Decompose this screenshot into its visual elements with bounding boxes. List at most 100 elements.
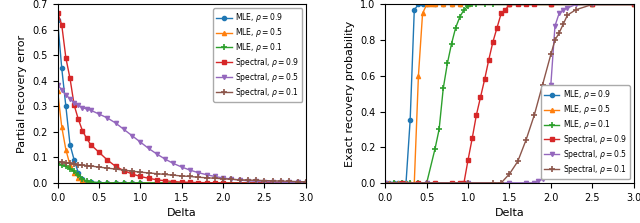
Spectral, $\rho = 0.9$	[136, 175, 144, 178]
Spectral, $\rho = 0.5$	[58, 89, 65, 91]
Spectral, $\rho = 0.1$	[112, 168, 120, 170]
MLE, $\rho = 0.5$	[260, 182, 268, 184]
Spectral, $\rho = 0.5$	[170, 162, 177, 165]
Spectral, $\rho = 0.1$	[161, 173, 169, 176]
Spectral, $\rho = 0.5$	[79, 106, 86, 109]
Spectral, $\rho = 0.9$	[493, 26, 501, 29]
Spectral, $\rho = 0.5$	[531, 182, 538, 184]
Spectral, $\rho = 0.1$	[136, 171, 144, 173]
Spectral, $\rho = 0.9$	[477, 96, 484, 99]
MLE, $\rho = 0.5$	[448, 3, 456, 6]
Spectral, $\rho = 0.9$	[531, 3, 538, 6]
MLE, $\rho = 0.9$	[398, 182, 406, 184]
Spectral, $\rho = 0.5$	[551, 25, 559, 27]
Spectral, $\rho = 0.9$	[588, 3, 596, 6]
Spectral, $\rho = 0.1$	[244, 179, 252, 181]
MLE, $\rho = 0.9$	[70, 159, 78, 161]
Spectral, $\rho = 0.9$	[66, 77, 74, 80]
MLE, $\rho = 0.1$	[381, 182, 389, 184]
Spectral, $\rho = 0.9$	[381, 182, 389, 184]
MLE, $\rho = 0.9$	[87, 181, 95, 184]
Spectral, $\rho = 0.5$	[95, 113, 103, 115]
Spectral, $\rho = 0.9$	[220, 182, 227, 184]
Line: MLE, $\rho = 0.9$: MLE, $\rho = 0.9$	[383, 2, 636, 185]
MLE, $\rho = 0.1$	[83, 180, 90, 182]
Spectral, $\rho = 0.9$	[120, 169, 127, 172]
X-axis label: Delta: Delta	[495, 208, 524, 218]
Spectral, $\rho = 0.5$	[556, 12, 563, 15]
MLE, $\rho = 0.9$	[630, 3, 637, 6]
Y-axis label: Exact recovery probability: Exact recovery probability	[345, 21, 355, 167]
Line: Spectral, $\rho = 0.1$: Spectral, $\rho = 0.1$	[55, 159, 308, 185]
MLE, $\rho = 0.9$	[58, 67, 65, 70]
MLE, $\rho = 0.1$	[435, 128, 443, 131]
MLE, $\rho = 0.1$	[153, 182, 161, 184]
MLE, $\rho = 0.1$	[260, 182, 268, 184]
MLE, $\rho = 0.9$	[423, 3, 431, 6]
Spectral, $\rho = 0.9$	[74, 118, 82, 120]
Spectral, $\rho = 0.9$	[178, 181, 186, 184]
Spectral, $\rho = 0.1$	[58, 161, 65, 164]
MLE, $\rho = 0.9$	[415, 3, 422, 6]
Spectral, $\rho = 0.5$	[464, 182, 472, 184]
MLE, $\rho = 0.5$	[402, 182, 410, 184]
Spectral, $\rho = 0.5$	[195, 171, 202, 174]
MLE, $\rho = 0.1$	[406, 182, 414, 184]
Spectral, $\rho = 0.1$	[87, 165, 95, 167]
Spectral, $\rho = 0.1$	[381, 182, 389, 184]
MLE, $\rho = 0.5$	[70, 171, 78, 174]
MLE, $\rho = 0.9$	[153, 182, 161, 184]
MLE, $\rho = 0.9$	[302, 182, 310, 184]
MLE, $\rho = 0.9$	[547, 3, 555, 6]
Spectral, $\rho = 0.5$	[252, 180, 260, 183]
Spectral, $\rho = 0.9$	[186, 181, 194, 184]
Spectral, $\rho = 0.5$	[381, 182, 389, 184]
MLE, $\rho = 0.1$	[444, 62, 451, 65]
Spectral, $\rho = 0.1$	[423, 182, 431, 184]
Spectral, $\rho = 0.1$	[120, 169, 127, 171]
Line: MLE, $\rho = 0.5$: MLE, $\rho = 0.5$	[56, 89, 308, 185]
X-axis label: Delta: Delta	[167, 208, 196, 218]
MLE, $\rho = 0.9$	[62, 105, 70, 108]
Spectral, $\rho = 0.5$	[564, 7, 572, 9]
MLE, $\rho = 0.1$	[547, 3, 555, 6]
Spectral, $\rho = 0.9$	[302, 182, 310, 184]
MLE, $\rho = 0.1$	[178, 182, 186, 184]
Spectral, $\rho = 0.1$	[70, 163, 78, 165]
Spectral, $\rho = 0.1$	[220, 178, 227, 180]
MLE, $\rho = 0.1$	[481, 3, 488, 6]
MLE, $\rho = 0.5$	[410, 182, 418, 184]
Spectral, $\rho = 0.1$	[260, 179, 268, 182]
Line: Spectral, $\rho = 0.9$: Spectral, $\rho = 0.9$	[56, 10, 308, 185]
Spectral, $\rho = 0.1$	[559, 23, 567, 25]
Spectral, $\rho = 0.9$	[547, 3, 555, 6]
MLE, $\rho = 0.1$	[468, 3, 476, 6]
Spectral, $\rho = 0.5$	[203, 173, 211, 176]
MLE, $\rho = 0.1$	[79, 178, 86, 180]
Spectral, $\rho = 0.1$	[228, 178, 236, 181]
MLE, $\rho = 0.1$	[95, 181, 103, 184]
MLE, $\rho = 0.1$	[472, 3, 480, 6]
Spectral, $\rho = 0.5$	[120, 128, 127, 131]
Line: MLE, $\rho = 0.1$: MLE, $\rho = 0.1$	[383, 2, 636, 186]
MLE, $\rho = 0.1$	[54, 161, 61, 164]
MLE, $\rho = 0.1$	[220, 182, 227, 184]
Spectral, $\rho = 0.1$	[178, 175, 186, 177]
Spectral, $\rho = 0.1$	[547, 53, 555, 56]
MLE, $\rho = 0.9$	[464, 3, 472, 6]
MLE, $\rho = 0.5$	[547, 3, 555, 6]
Spectral, $\rho = 0.1$	[294, 180, 301, 183]
MLE, $\rho = 0.1$	[302, 182, 310, 184]
MLE, $\rho = 0.1$	[423, 182, 431, 184]
Spectral, $\rho = 0.5$	[244, 180, 252, 182]
Spectral, $\rho = 0.5$	[294, 181, 301, 184]
Spectral, $\rho = 0.5$	[506, 182, 513, 184]
Spectral, $\rho = 0.5$	[87, 109, 95, 112]
MLE, $\rho = 0.9$	[506, 3, 513, 6]
Spectral, $\rho = 0.1$	[277, 180, 285, 182]
Spectral, $\rho = 0.1$	[66, 162, 74, 165]
Spectral, $\rho = 0.1$	[464, 182, 472, 184]
MLE, $\rho = 0.1$	[70, 170, 78, 173]
Spectral, $\rho = 0.9$	[153, 178, 161, 181]
Spectral, $\rho = 0.9$	[497, 12, 505, 15]
